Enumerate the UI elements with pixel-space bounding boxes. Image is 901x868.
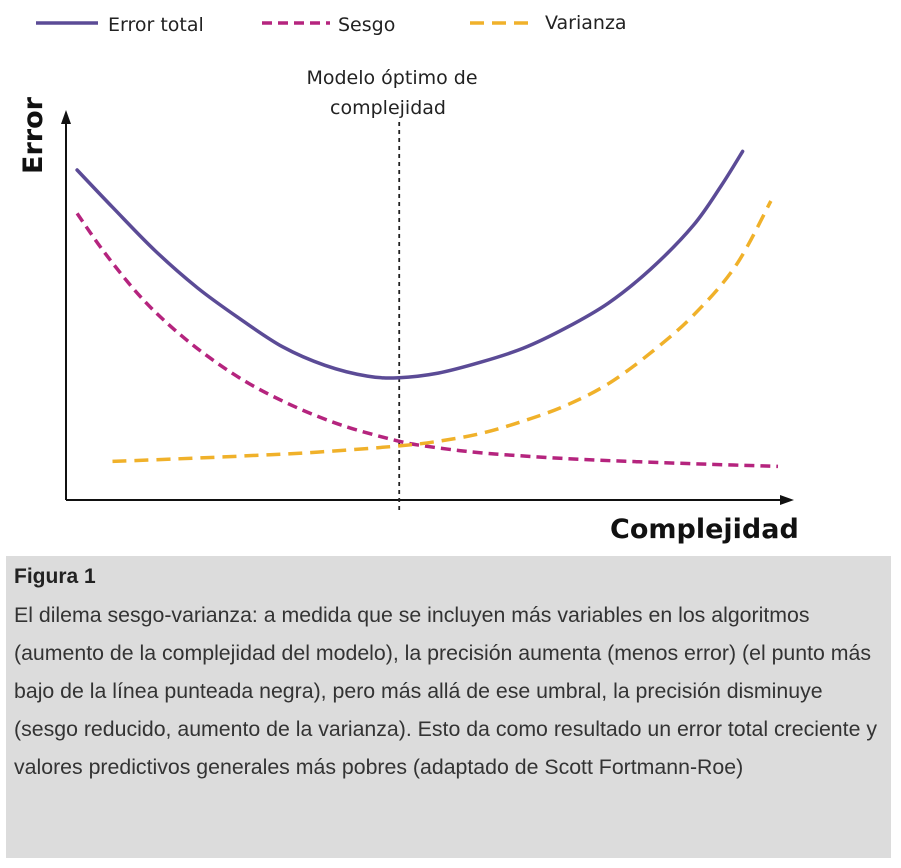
x-axis-title: Complejidad: [610, 514, 799, 545]
series-line-sesgo: [75, 212, 779, 469]
series-layer: [75, 122, 779, 512]
legend-label-error-total: Error total: [108, 14, 204, 36]
legend: Error total Sesgo Varianza: [36, 12, 627, 36]
caption-text: El dilema sesgo-varianza: a medida que s…: [14, 603, 877, 779]
x-axis-arrowhead: [780, 495, 794, 505]
legend-label-varianza: Varianza: [545, 12, 627, 34]
annotation-line1: Modelo óptimo de: [306, 67, 477, 89]
axes: [61, 110, 794, 505]
series-line-varianza: [112, 200, 773, 464]
y-axis-title: Error: [18, 96, 49, 174]
legend-label-sesgo: Sesgo: [338, 14, 395, 36]
y-axis-arrowhead: [61, 110, 71, 124]
caption-title: Figura 1: [14, 565, 96, 588]
figure-caption: Figura 1 El dilema sesgo-varianza: a med…: [6, 556, 891, 858]
bias-variance-chart: Error total Sesgo Varianza Modelo óptimo…: [18, 12, 799, 545]
annotation-line2: complejidad: [330, 97, 446, 119]
series-line-error-total: [75, 149, 745, 380]
